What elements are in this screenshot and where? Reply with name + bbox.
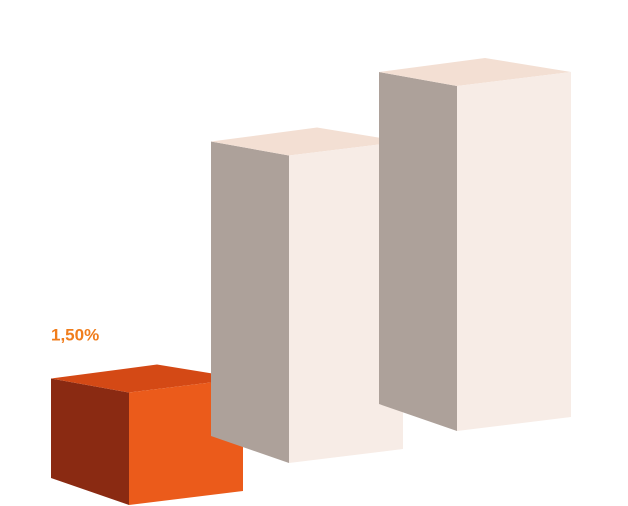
bar-2-front-face [289, 141, 403, 463]
bar-2-side-face [211, 141, 289, 463]
bar-2 [211, 127, 403, 463]
bar-1-value-label: 1,50% [51, 326, 99, 345]
bar-3-top-face [379, 58, 571, 86]
bar-2-top-face [211, 127, 403, 156]
bar-3-side-face [379, 72, 457, 431]
bar-1-side-face [51, 378, 129, 505]
bar-3-front-face [457, 72, 571, 431]
bar-3 [379, 58, 571, 431]
bar-1-top-face [51, 364, 243, 393]
